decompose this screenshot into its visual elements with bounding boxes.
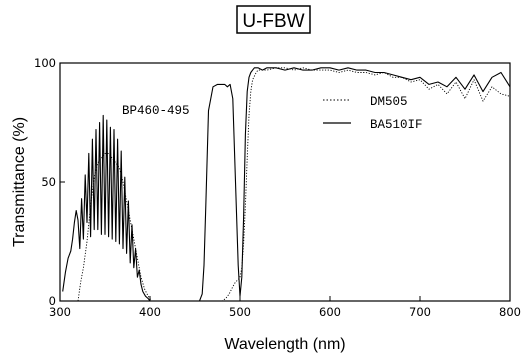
x-tick-label: 600 [319,305,341,319]
series-line-dm505 [77,67,511,302]
legend: DM505 BA510IF [323,95,423,132]
legend-label-ba510if: BA510IF [370,118,423,132]
y-tick-label: 0 [49,294,56,308]
ticks-layer: 300 400 500 600 700 800 0 50 100 [34,56,521,319]
x-tick-label: 700 [409,305,431,319]
series-line-ba510if [62,67,511,302]
chart-title: U-FBW [242,11,304,32]
legend-label-dm505: DM505 [370,95,408,109]
y-tick-label: 100 [34,56,56,70]
title-box [236,5,311,34]
y-tick-label: 50 [41,175,56,189]
x-axis-label: Wavelength (nm) [224,336,345,353]
x-tick-label: 500 [229,305,251,319]
series-layer [62,67,511,302]
annotation-bp460-495: BP460-495 [122,104,190,118]
x-tick-label: 300 [49,305,71,319]
x-tick-label: 400 [139,305,161,319]
x-tick-label: 800 [499,305,521,319]
y-axis-label: Transmittance (%) [11,117,28,247]
plot-frame [59,62,511,302]
